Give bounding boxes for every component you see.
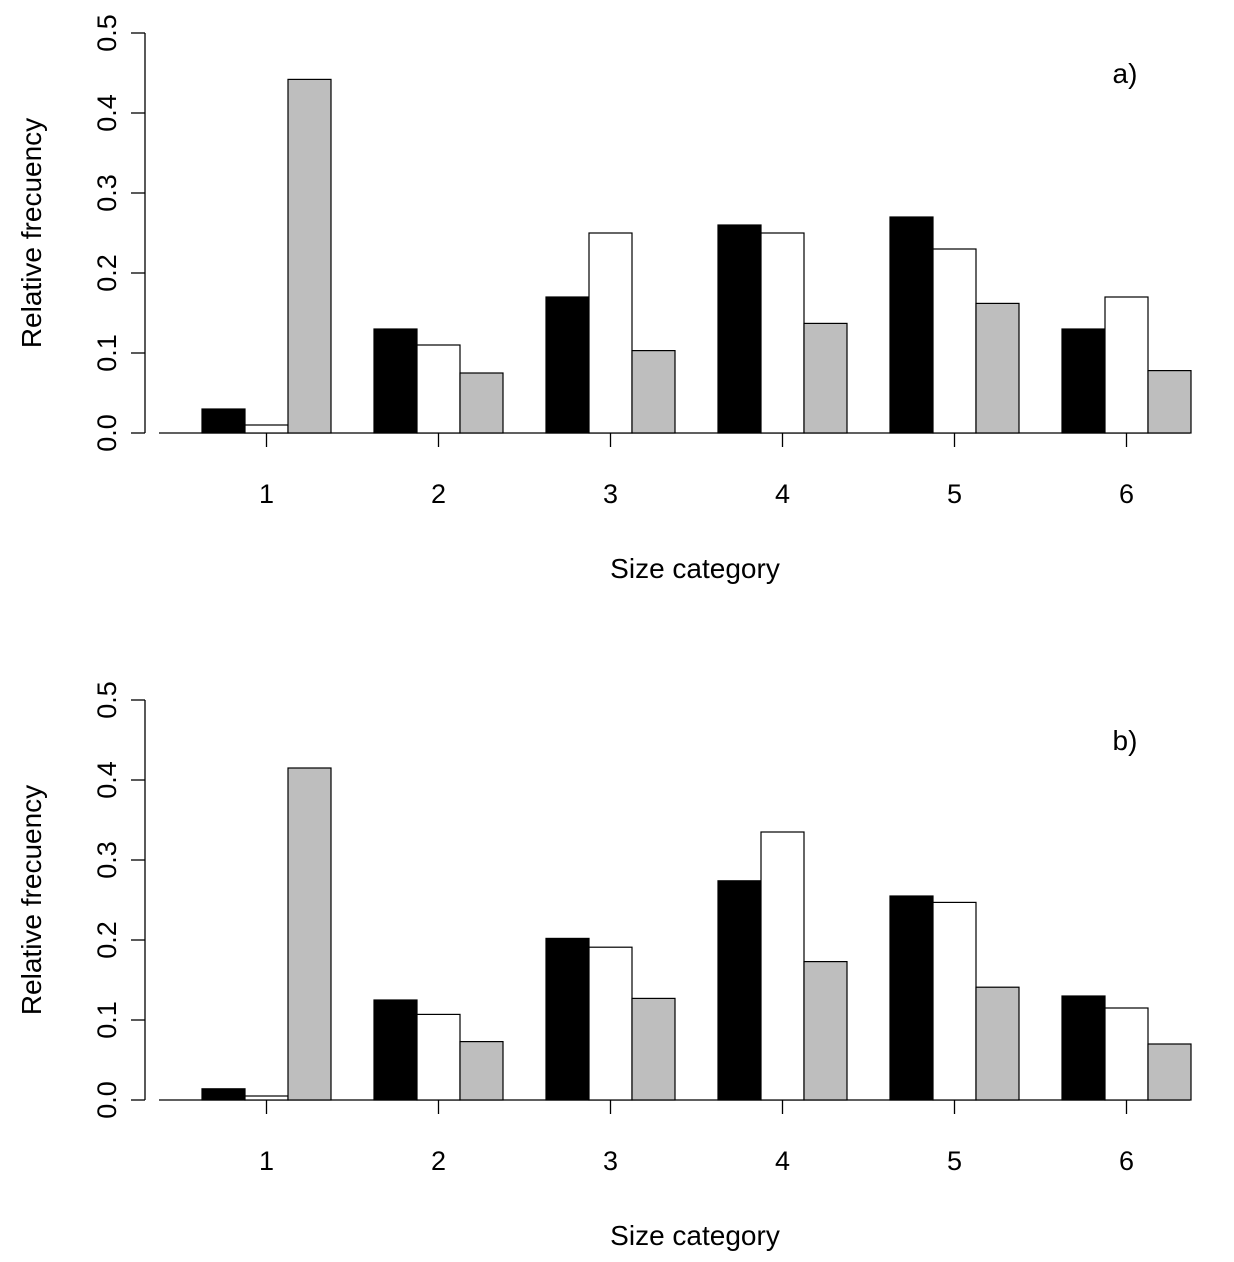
x-tick-label: 1 xyxy=(259,1146,274,1176)
bar-series-1-cat-6 xyxy=(1061,995,1106,1101)
x-tick-label: 6 xyxy=(1119,479,1134,509)
y-tick-label: 0.5 xyxy=(92,681,122,719)
bar-series-2-cat-2 xyxy=(416,344,461,434)
x-tick-label: 4 xyxy=(775,479,790,509)
bar-series-2-cat-4 xyxy=(760,831,805,1101)
bar-series-1-cat-4 xyxy=(717,880,762,1101)
x-tick-label: 1 xyxy=(259,479,274,509)
bar-series-1-cat-6 xyxy=(1061,328,1106,434)
y-tick-label: 0.2 xyxy=(92,921,122,959)
bar-series-2-cat-4 xyxy=(760,232,805,434)
x-tick-label: 2 xyxy=(431,1146,446,1176)
x-tick-label: 3 xyxy=(603,1146,618,1176)
y-axis-title: Relative frecuency xyxy=(16,785,47,1015)
bar-series-3-cat-5 xyxy=(975,986,1020,1101)
panel-label: a) xyxy=(1113,58,1138,89)
bar-series-3-cat-6 xyxy=(1147,1043,1192,1101)
y-axis-title: Relative frecuency xyxy=(16,118,47,348)
bar-series-1-cat-5 xyxy=(889,895,934,1101)
bar-series-1-cat-4 xyxy=(717,224,762,434)
bar-series-2-cat-1 xyxy=(244,424,289,434)
bar-series-2-cat-5 xyxy=(932,248,977,434)
x-tick-label: 2 xyxy=(431,479,446,509)
y-tick-label: 0.0 xyxy=(92,1081,122,1119)
y-tick-label: 0.1 xyxy=(92,334,122,372)
y-tick-label: 0.1 xyxy=(92,1001,122,1039)
y-tick-label: 0.0 xyxy=(92,414,122,452)
y-tick-label: 0.4 xyxy=(92,94,122,132)
y-tick-label: 0.4 xyxy=(92,761,122,799)
bar-series-3-cat-2 xyxy=(459,372,504,434)
bar-series-1-cat-3 xyxy=(545,937,590,1101)
bar-series-2-cat-3 xyxy=(588,946,633,1101)
bar-series-2-cat-6 xyxy=(1104,1007,1149,1101)
bar-series-1-cat-3 xyxy=(545,296,590,434)
bar-series-1-cat-2 xyxy=(373,328,418,434)
x-axis-title: Size category xyxy=(610,553,780,584)
bar-series-3-cat-5 xyxy=(975,302,1020,434)
x-tick-label: 4 xyxy=(775,1146,790,1176)
bar-series-1-cat-1 xyxy=(201,1088,246,1101)
chart-panel-a: 0.0 0.1 0.2 0.3 0.4 0.5 1 2 3 4 5 6 Size category Rel… xyxy=(16,14,1192,584)
x-tick-label: 6 xyxy=(1119,1146,1134,1176)
bar-series-3-cat-6 xyxy=(1147,370,1192,434)
bar-series-3-cat-4 xyxy=(803,322,848,434)
panel-label: b) xyxy=(1113,725,1138,756)
bar-series-3-cat-1 xyxy=(287,78,332,434)
bar-series-2-cat-2 xyxy=(416,1013,461,1101)
x-tick-label: 5 xyxy=(947,479,962,509)
bar-series-1-cat-1 xyxy=(201,408,246,434)
bar-series-2-cat-3 xyxy=(588,232,633,434)
chart-panel-b: 0.0 0.1 0.2 0.3 0.4 0.5 1 2 3 4 5 6 Size category Rel… xyxy=(16,681,1192,1251)
bar-series-3-cat-4 xyxy=(803,960,848,1101)
y-tick-label: 0.3 xyxy=(92,174,122,212)
bar-series-1-cat-5 xyxy=(889,216,934,434)
y-tick-label: 0.2 xyxy=(92,254,122,292)
bar-series-2-cat-5 xyxy=(932,901,977,1101)
bar-series-3-cat-2 xyxy=(459,1040,504,1101)
bar-series-3-cat-1 xyxy=(287,767,332,1101)
y-tick-label: 0.3 xyxy=(92,841,122,879)
bar-series-3-cat-3 xyxy=(631,997,676,1101)
bar-series-3-cat-3 xyxy=(631,350,676,434)
x-axis-title: Size category xyxy=(610,1220,780,1251)
x-tick-label: 3 xyxy=(603,479,618,509)
bar-series-1-cat-2 xyxy=(373,999,418,1101)
bar-series-2-cat-6 xyxy=(1104,296,1149,434)
y-tick-label: 0.5 xyxy=(92,14,122,52)
x-tick-label: 5 xyxy=(947,1146,962,1176)
bar-series-2-cat-1 xyxy=(244,1095,289,1101)
